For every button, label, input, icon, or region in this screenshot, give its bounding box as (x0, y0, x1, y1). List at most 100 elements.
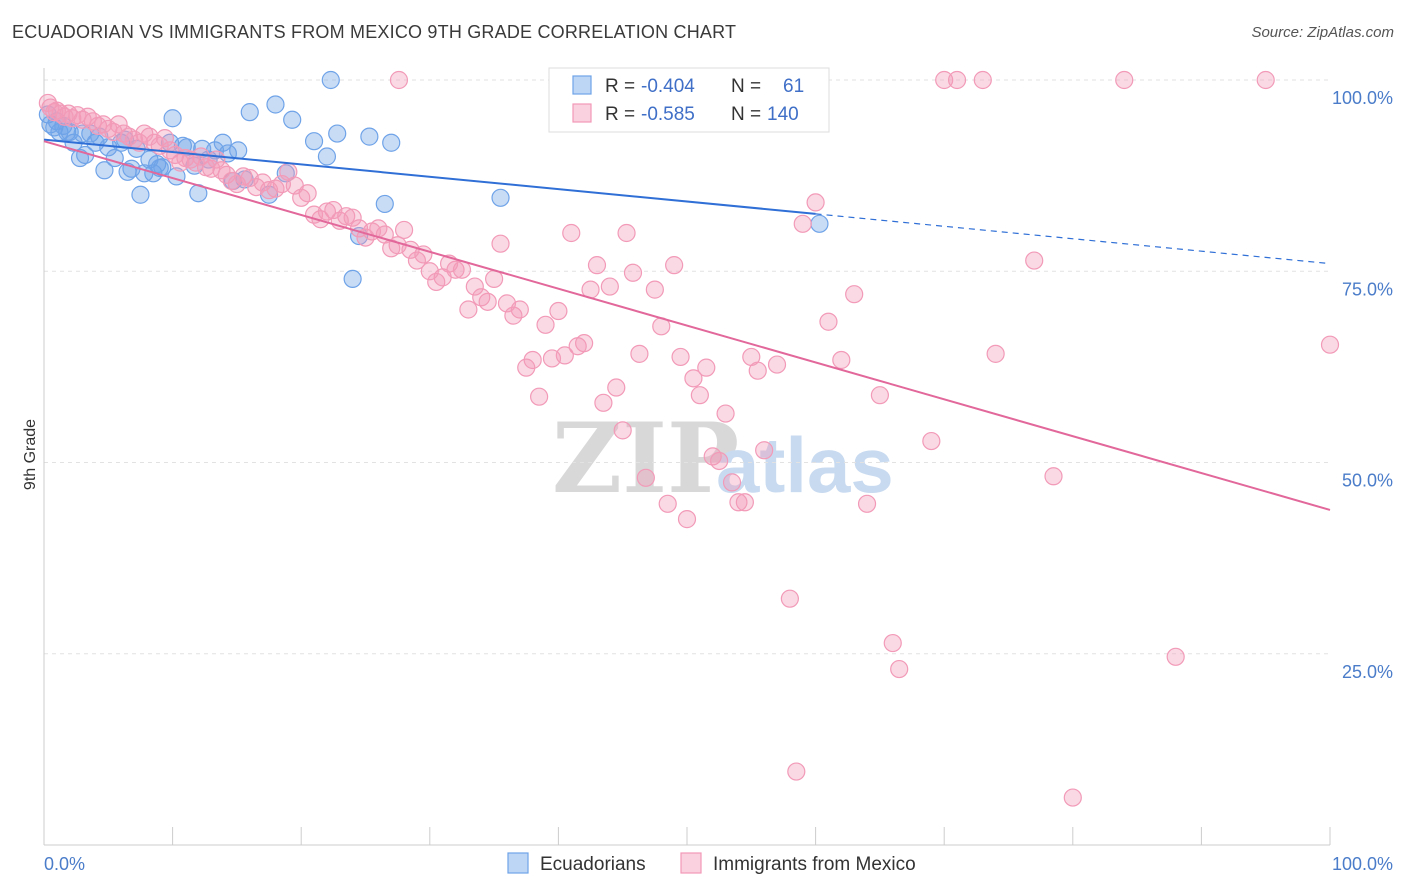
mexico-point (446, 260, 465, 279)
y-tick-labels: 25.0% 50.0% 75.0% 100.0% (1332, 88, 1393, 682)
mexico-point (671, 347, 690, 367)
mexico-point (562, 223, 581, 243)
mexico-point (555, 346, 574, 365)
mexico-point (677, 510, 697, 529)
x-tick-label: 100.0% (1332, 854, 1393, 874)
mexico-point (343, 208, 362, 227)
bottom-legend-swatch-ecuadorians (507, 852, 529, 874)
ecuadorian-point (317, 147, 337, 166)
chart-title: ECUADORIAN VS IMMIGRANTS FROM MEXICO 9TH… (12, 22, 737, 42)
mexico-point (665, 256, 684, 275)
mexico-point (845, 285, 864, 304)
mexico-point (658, 494, 677, 513)
legend-n-value: 140 (767, 104, 799, 125)
legend-r-value: -0.404 (641, 76, 695, 97)
ecuadorian-point (328, 124, 347, 143)
mexico-point (947, 70, 967, 90)
y-tick-label: 50.0% (1342, 471, 1393, 491)
mexico-point (119, 127, 138, 146)
mexico-point (478, 292, 497, 311)
mexico-point (1166, 647, 1185, 666)
mexico-point (222, 171, 241, 191)
ecuadorian-point (58, 122, 77, 142)
mexico-point (722, 473, 742, 492)
y-tick-label: 75.0% (1342, 279, 1393, 299)
mexico-point (703, 447, 722, 466)
y-tick-label: 100.0% (1332, 88, 1393, 108)
watermark: ZIP atlas (552, 402, 894, 515)
mexico-point (1256, 70, 1275, 90)
mexico-point (292, 188, 311, 207)
mexico-point (973, 70, 992, 90)
ecuadorian-point (360, 127, 379, 146)
mexico-point (857, 494, 877, 513)
legend-box (548, 67, 830, 133)
mexico-point (690, 386, 709, 405)
ecuadorian-point (304, 132, 324, 151)
mexico-points (38, 70, 1340, 807)
ecuadorian-point (266, 95, 285, 114)
mexico-point (636, 468, 655, 487)
mexico-point (710, 451, 729, 471)
mexico-point (587, 256, 607, 275)
axes (43, 68, 1331, 846)
mexico-point (389, 70, 409, 90)
ecuadorian-point (382, 133, 401, 152)
legend-n-value: 61 (783, 76, 804, 97)
mexico-point (729, 493, 748, 512)
mexico-point (465, 277, 484, 296)
mexico-point (684, 369, 703, 388)
mexico-point (870, 386, 890, 405)
mexico-point (181, 150, 200, 169)
mexico-point (549, 301, 568, 321)
legend-r-label: R = (605, 104, 635, 125)
chart-source: Source: ZipAtlas.com (1251, 24, 1394, 41)
mexico-point (337, 207, 356, 226)
trend-line-extension (815, 213, 1331, 265)
mexico-point (109, 115, 128, 134)
mexico-point (1063, 788, 1082, 807)
ecuadorian-point (95, 161, 114, 180)
bottom-legend-ecuadorians: Ecuadorians (540, 854, 646, 875)
bottom-legend: Ecuadorians Immigrants from Mexico (507, 852, 916, 875)
mexico-point (748, 361, 767, 380)
mexico-point (613, 421, 632, 440)
x-tick-label: 0.0% (44, 854, 85, 874)
mexico-point (427, 272, 446, 292)
mexico-point (298, 184, 317, 203)
mexico-point (607, 378, 626, 397)
mexico-point (459, 300, 478, 319)
mexico-point (806, 193, 825, 212)
ecuadorian-point (491, 188, 510, 207)
ecuadorian-point (229, 141, 248, 160)
gridlines (44, 79, 1330, 655)
mexico-point (735, 493, 754, 512)
legend-r-label: R = (605, 76, 635, 97)
mexico-point (755, 441, 774, 460)
mexico-point (1320, 335, 1340, 354)
legend-n-label: N = (731, 104, 761, 125)
mexico-point (986, 344, 1005, 363)
mexico-point (130, 133, 149, 152)
ecuadorian-point (321, 70, 340, 90)
mexico-point (530, 387, 549, 406)
mexico-point (472, 288, 491, 307)
ecuadorian-point (131, 185, 150, 204)
mexico-point (935, 70, 954, 90)
trend-line (43, 140, 1331, 511)
mexico-point (922, 431, 941, 451)
y-tick-label: 25.0% (1342, 662, 1393, 682)
mexico-point (523, 350, 542, 370)
mexico-point (510, 300, 529, 319)
mexico-point (716, 404, 735, 423)
legend-n-label: N = (731, 76, 761, 97)
trend-line (43, 138, 816, 215)
legend-swatch-mexico (572, 103, 592, 123)
mexico-point (890, 659, 909, 679)
mexico-point (780, 589, 799, 608)
mexico-point (575, 334, 594, 353)
legend-swatch-ecuadorians (572, 75, 592, 95)
legend: R = -0.404 N = 61 R = -0.585 N = 140 (548, 67, 830, 133)
mexico-point (623, 263, 643, 282)
